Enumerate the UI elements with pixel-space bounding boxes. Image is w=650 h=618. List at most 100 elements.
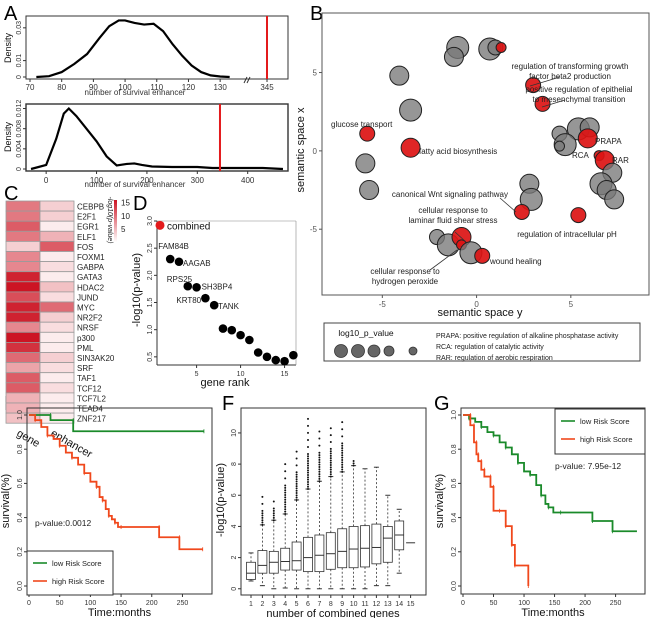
y-tick-label: 6 xyxy=(231,493,238,497)
outlier-point xyxy=(284,489,287,492)
heatmap-cell xyxy=(39,311,75,323)
y-tick-label: 1.0 xyxy=(17,410,24,420)
heatmap-cell xyxy=(39,261,75,273)
term-label: RCA xyxy=(572,151,590,160)
colorbar-tick-label: 5 xyxy=(121,225,126,234)
p-value-annotation: p-value:0.0012 xyxy=(35,518,92,528)
panel-label-b: B xyxy=(310,3,323,25)
legend-title: log10_p_value xyxy=(338,328,394,338)
y-tick-label: 0.8 xyxy=(451,444,458,454)
y-axis-label: -log10(p-value) xyxy=(131,253,143,327)
legend-box xyxy=(26,550,114,596)
bubble-glucose-transport xyxy=(359,125,376,142)
outlier-point xyxy=(307,455,309,458)
legend-label: high Risk Score xyxy=(580,435,633,444)
legend-size-circle xyxy=(408,346,418,356)
term-label: RAR xyxy=(612,156,629,165)
bubble-term xyxy=(355,153,376,174)
outlier-point xyxy=(284,484,287,487)
outlier-point xyxy=(341,456,344,459)
term-label: regulation of transforming growth factor … xyxy=(512,62,629,81)
x-tick-label: 10 xyxy=(350,601,358,608)
term-label-line: cellular response to xyxy=(418,206,488,215)
outlier-point xyxy=(307,471,309,474)
row-label: GABPA xyxy=(77,263,105,272)
x-tick-label: 250 xyxy=(177,600,189,607)
gene-label: TANK xyxy=(218,302,239,311)
outlier-point xyxy=(284,501,287,504)
combined-point xyxy=(155,220,165,230)
outlier-point xyxy=(261,495,264,498)
outlier-point xyxy=(284,505,287,508)
bubble-term xyxy=(554,140,566,152)
x-tick-label: 12 xyxy=(373,601,381,608)
heatmap-cell xyxy=(39,210,75,222)
colorbar-tick-label: 10 xyxy=(121,212,130,221)
gene-label: FAM84B xyxy=(158,242,189,251)
heatmap-cell xyxy=(39,392,75,404)
heatmap-cell xyxy=(5,341,41,353)
panel-label-f: F xyxy=(222,393,234,415)
x-axis-label: Time:months xyxy=(88,607,152,618)
x-tick-label: 0 xyxy=(474,300,479,309)
outlier-point xyxy=(272,519,275,522)
outlier-point xyxy=(318,480,321,483)
bubble-term xyxy=(389,65,410,86)
row-label: EGR1 xyxy=(77,223,99,232)
heatmap-cell xyxy=(39,341,75,353)
outlier-point xyxy=(318,461,321,464)
outlier-point xyxy=(284,463,287,466)
outlier-point xyxy=(295,489,298,492)
heatmap-cell xyxy=(5,200,41,212)
outlier-point xyxy=(272,514,275,517)
outlier-point xyxy=(295,492,298,495)
colorbar-tick-label: 15 xyxy=(121,199,130,208)
outlier-point xyxy=(307,474,309,477)
term-label: regulation of intracellular pH xyxy=(517,230,617,239)
outlier-point xyxy=(284,498,287,501)
box xyxy=(382,526,393,563)
y-axis-label: Density xyxy=(3,121,13,152)
outlier-point xyxy=(261,512,264,515)
outlier-point xyxy=(295,494,298,497)
x-tick-label: 0 xyxy=(461,600,465,607)
heatmap-cell xyxy=(39,362,75,374)
outlier-point xyxy=(329,473,332,476)
outlier-point xyxy=(295,482,298,485)
outlier-point xyxy=(295,457,298,460)
term-label: cellular response to hydrogen peroxide xyxy=(370,267,440,286)
x-tick-label: 0 xyxy=(27,600,31,607)
heatmap-cell xyxy=(5,210,41,222)
box xyxy=(314,534,325,573)
colorbar xyxy=(114,200,117,242)
y-tick-label: -5 xyxy=(310,225,318,234)
chart-c: CEBPBE2F1EGR1ELF1FOSFOXM1GABPAGATA3HDAC2… xyxy=(5,196,130,461)
x-axis-label: gene rank xyxy=(201,377,250,389)
p-value-annotation: p-value: 7.95e-12 xyxy=(555,461,621,471)
row-label: FOS xyxy=(77,243,93,252)
outlier-point xyxy=(272,516,275,519)
outlier-point xyxy=(341,459,344,462)
term-label: wound healing xyxy=(489,257,542,266)
outlier-point xyxy=(318,454,321,457)
bubble-term xyxy=(359,180,380,201)
outlier-point xyxy=(307,481,309,484)
box xyxy=(371,523,382,565)
x-tick-label: 90 xyxy=(89,83,98,92)
x-tick-label: 400 xyxy=(241,176,255,185)
y-tick-label: 0.0 xyxy=(17,581,24,591)
heatmap-cell xyxy=(5,321,41,333)
bubble-term xyxy=(519,187,543,211)
legend-abbreviation: PRAPA: positive regulation of alkaline p… xyxy=(436,333,619,340)
plot-frame xyxy=(25,103,289,172)
outlier-point xyxy=(307,485,309,488)
axis-break-mark xyxy=(246,76,251,84)
outlier-point xyxy=(272,512,275,515)
outlier-point xyxy=(307,464,309,467)
survival-curve-high-risk-score xyxy=(463,414,530,586)
heatmap-cell xyxy=(39,412,75,424)
outlier-point xyxy=(352,464,355,467)
gene-point xyxy=(253,348,263,357)
